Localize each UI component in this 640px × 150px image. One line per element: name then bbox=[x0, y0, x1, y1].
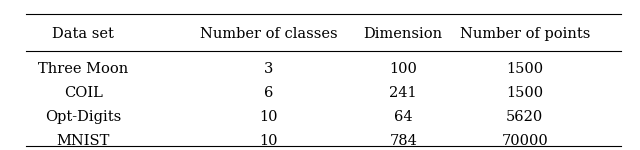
Text: Opt-Digits: Opt-Digits bbox=[45, 110, 122, 124]
Text: Dimension: Dimension bbox=[364, 27, 443, 41]
Text: 10: 10 bbox=[260, 110, 278, 124]
Text: 1500: 1500 bbox=[506, 86, 543, 100]
Text: 1500: 1500 bbox=[506, 62, 543, 76]
Text: Data set: Data set bbox=[52, 27, 114, 41]
Text: 5620: 5620 bbox=[506, 110, 543, 124]
Text: 64: 64 bbox=[394, 110, 413, 124]
Text: 10: 10 bbox=[260, 134, 278, 148]
Text: 784: 784 bbox=[389, 134, 417, 148]
Text: Number of points: Number of points bbox=[460, 27, 590, 41]
Text: Number of classes: Number of classes bbox=[200, 27, 338, 41]
Text: Three Moon: Three Moon bbox=[38, 62, 129, 76]
Text: 70000: 70000 bbox=[501, 134, 548, 148]
Text: 3: 3 bbox=[264, 62, 273, 76]
Text: COIL: COIL bbox=[64, 86, 102, 100]
Text: 100: 100 bbox=[389, 62, 417, 76]
Text: MNIST: MNIST bbox=[56, 134, 110, 148]
Text: 6: 6 bbox=[264, 86, 273, 100]
Text: 241: 241 bbox=[389, 86, 417, 100]
